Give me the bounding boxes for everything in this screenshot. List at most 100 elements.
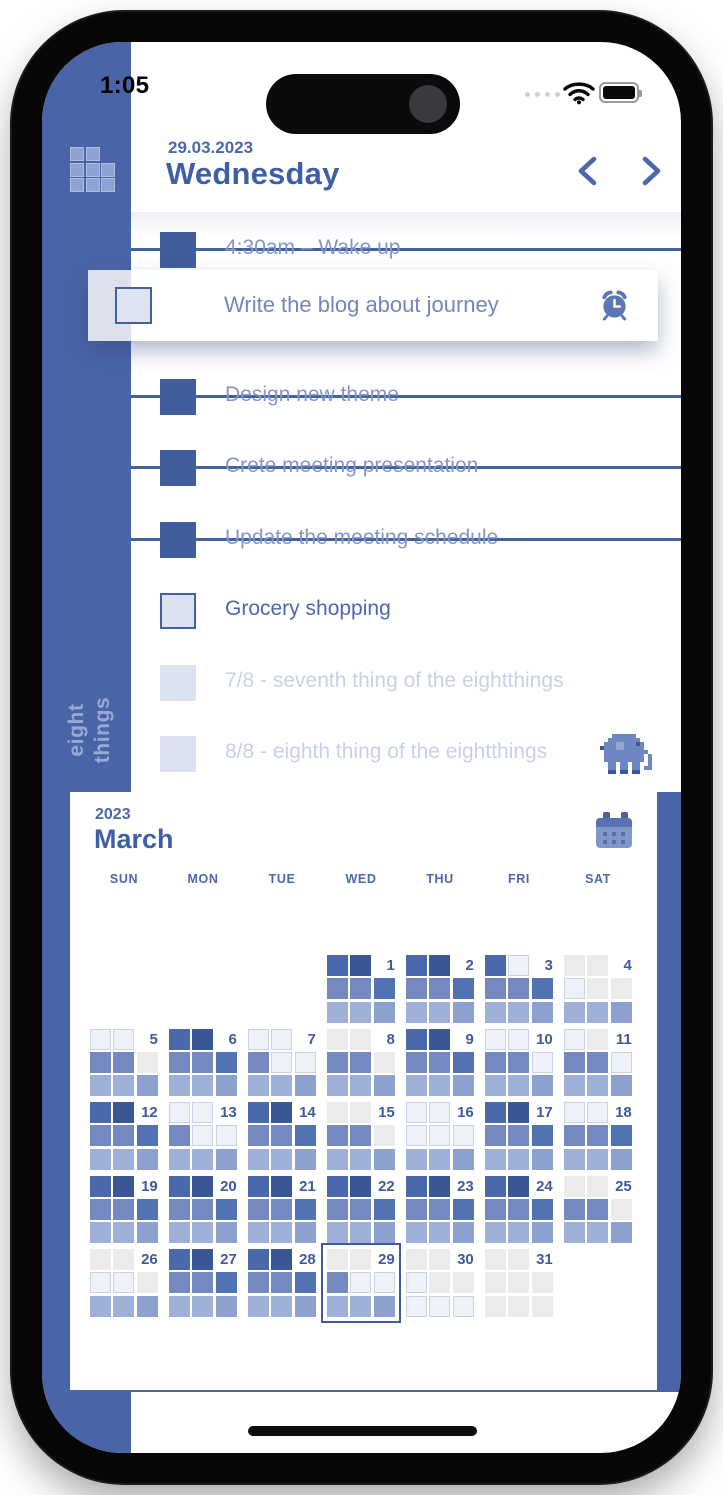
weekday-label: THU (426, 872, 454, 886)
mini-square (169, 1175, 190, 1197)
day-number: 4 (623, 957, 632, 974)
mini-square (215, 1272, 237, 1294)
calendar-day-cell[interactable]: 7 (248, 1028, 316, 1097)
task-checkbox[interactable] (115, 287, 152, 324)
task-row[interactable]: Design new theme (131, 375, 681, 419)
day-number: 5 (149, 1030, 158, 1048)
mini-square (429, 1175, 451, 1197)
day-number: 31 (536, 1251, 553, 1268)
dynamic-island (266, 74, 460, 134)
task-checkbox[interactable] (160, 450, 196, 486)
elephant-pixel (632, 766, 636, 770)
alarm-icon[interactable] (599, 289, 630, 327)
elephant-pixel (624, 742, 628, 746)
status-time: 1:05 (100, 72, 150, 99)
calendar-day-cell[interactable]: 2 (406, 955, 474, 1023)
mini-square (90, 1222, 111, 1244)
day-mini-grid: 22 (327, 1175, 395, 1244)
calendar-day-cell[interactable]: 27 (169, 1249, 237, 1317)
elephant-pixel (644, 766, 648, 770)
task-row[interactable]: 4:30am – Wake up (131, 228, 681, 272)
elephant-pixel (640, 750, 644, 754)
calendar-day-cell[interactable]: 20 (169, 1175, 237, 1244)
day-number: 6 (228, 1030, 237, 1048)
elephant-pixel (608, 758, 612, 762)
day-number: 19 (141, 1177, 158, 1195)
calendar-day-cell[interactable]: 23 (406, 1175, 474, 1244)
calendar-day-cell[interactable]: 31 (485, 1249, 553, 1317)
calendar-day-cell[interactable]: 15 (327, 1102, 395, 1170)
task-checkbox[interactable] (160, 593, 196, 629)
elephant-pixel (648, 766, 652, 770)
mini-square (429, 978, 451, 1000)
calendar-day-cell[interactable]: 11 (564, 1028, 632, 1097)
mini-square (192, 1295, 214, 1317)
previous-day-button[interactable] (573, 154, 603, 193)
day-mini-grid: 21 (248, 1175, 316, 1244)
calendar-day-cell[interactable]: 1 (327, 955, 395, 1023)
calendar-day-cell[interactable]: 25 (564, 1175, 632, 1244)
task-row[interactable]: Grocery shopping (131, 589, 681, 633)
day-mini-grid: 16 (406, 1102, 474, 1170)
mini-square (452, 1075, 474, 1097)
calendar-day-cell[interactable]: 17 (485, 1102, 553, 1170)
cellular-signal-dots-icon (525, 92, 560, 97)
mini-square (327, 1001, 348, 1023)
day-mini-grid: 19 (90, 1175, 158, 1244)
mini-square (327, 1272, 348, 1294)
calendar-day-cell[interactable]: 28 (248, 1249, 316, 1317)
calendar-day-cell[interactable]: 13 (169, 1102, 237, 1170)
task-row[interactable]: 7/8 - seventh thing of the eightthings (131, 661, 681, 705)
calendar-day-cell[interactable]: 3 (485, 955, 553, 1023)
calendar-day-cell[interactable]: 8 (327, 1028, 395, 1097)
task-row[interactable]: Crete meeting presentation (131, 446, 681, 490)
task-checkbox[interactable] (160, 665, 196, 701)
mini-square (429, 1028, 451, 1050)
phone-screen: eight things 1:05 29.0 (42, 42, 681, 1453)
mini-square (248, 1198, 269, 1220)
calendar-day-cell[interactable]: 12 (90, 1102, 158, 1170)
calendar-day-cell[interactable]: 5 (90, 1028, 158, 1097)
mini-square (294, 1148, 316, 1170)
mini-square (113, 1222, 135, 1244)
calendar-day-cell[interactable]: 24 (485, 1175, 553, 1244)
calendar-day-cell[interactable]: 18 (564, 1102, 632, 1170)
mini-square (429, 1075, 451, 1097)
elephant-pixel (612, 734, 616, 738)
home-indicator[interactable] (248, 1426, 477, 1436)
calendar-day-cell[interactable]: 21 (248, 1175, 316, 1244)
mini-square (485, 1028, 506, 1050)
mini-square (485, 1051, 506, 1073)
eight-things-logo-icon[interactable] (70, 147, 118, 193)
elephant-pixel (620, 754, 624, 758)
task-label: 7/8 - seventh thing of the eightthings (225, 669, 564, 692)
task-checkbox[interactable] (160, 522, 196, 558)
task-row[interactable]: 8/8 - eighth thing of the eightthings (131, 732, 681, 776)
calendar-day-cell[interactable]: 10 (485, 1028, 553, 1097)
task-checkbox[interactable] (160, 736, 196, 772)
mini-square (271, 1249, 293, 1270)
elephant-pixel (644, 750, 648, 754)
elephant-pixel (620, 758, 624, 762)
elephant-pixel (624, 754, 628, 758)
day-number: 25 (615, 1177, 632, 1195)
calendar-day-cell[interactable]: 14 (248, 1102, 316, 1170)
task-label: Crete meeting presentation (225, 454, 479, 477)
elephant-pixel (640, 754, 644, 758)
calendar-day-cell[interactable]: 6 (169, 1028, 237, 1097)
task-checkbox[interactable] (160, 232, 196, 268)
calendar-day-cell[interactable]: 19 (90, 1175, 158, 1244)
task-row[interactable]: Update the meeting schedule (131, 518, 681, 562)
calendar-day-cell[interactable]: 22 (327, 1175, 395, 1244)
calendar-day-cell[interactable]: 16 (406, 1102, 474, 1170)
calendar-day-cell[interactable]: 9 (406, 1028, 474, 1097)
elephant-pixel (624, 766, 628, 770)
calendar-day-cell[interactable]: 26 (90, 1249, 158, 1317)
next-day-button[interactable] (636, 154, 666, 193)
task-checkbox[interactable] (160, 379, 196, 415)
calendar-icon[interactable] (596, 812, 632, 850)
calendar-day-cell[interactable]: 30 (406, 1249, 474, 1317)
calendar-day-cell[interactable]: 29 (321, 1243, 401, 1323)
highlighted-task-card[interactable]: Write the blog about journey (88, 270, 658, 341)
calendar-day-cell[interactable]: 4 (564, 955, 632, 1023)
